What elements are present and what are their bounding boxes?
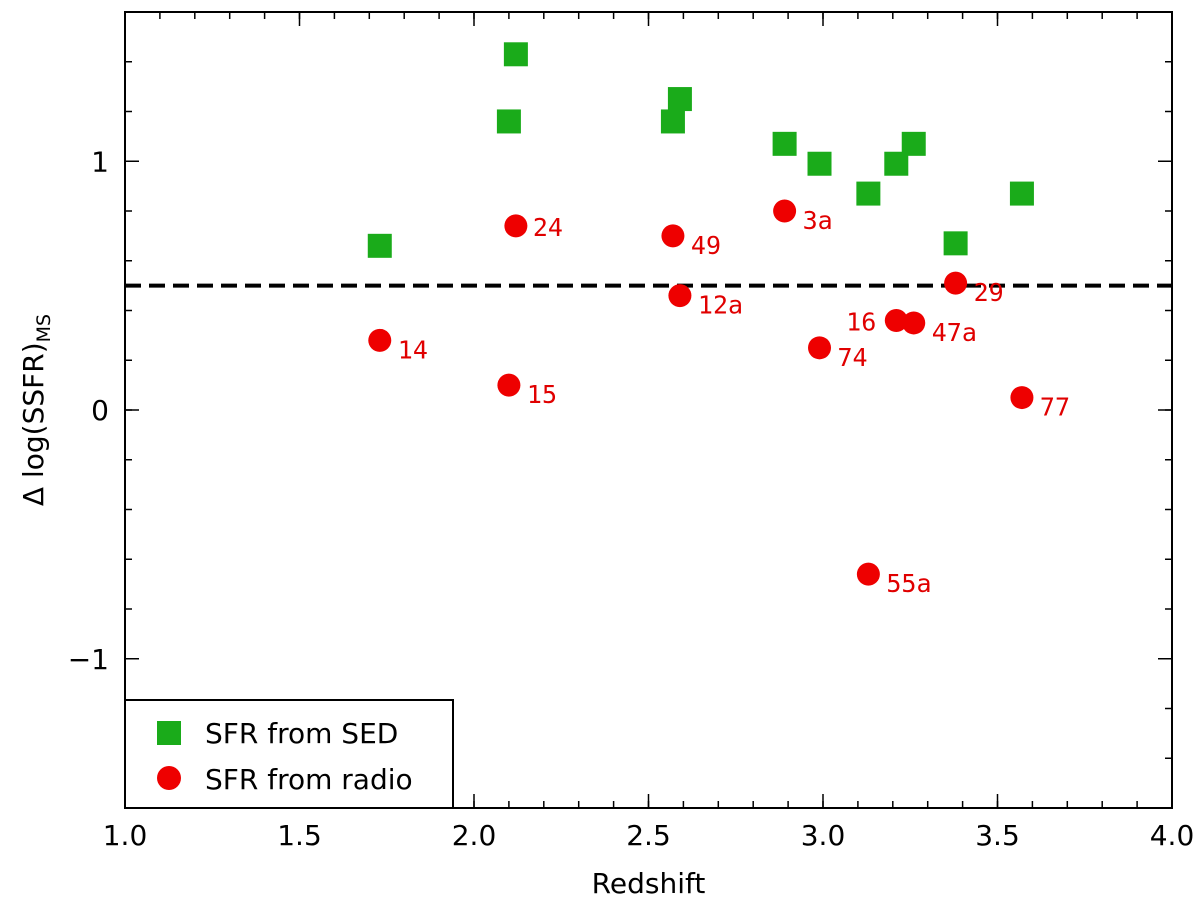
legend-radio-label: SFR from radio [205,763,413,796]
point-labels-layer: 14 15 24 49 12a 3a 74 55a 16 47a 29 77 [398,206,1070,598]
radio-point-label: 24 [533,213,563,242]
x-tick-label: 3.5 [975,819,1020,852]
tick-labels-layer: 1.0 1.5 2.0 2.5 3.0 3.5 4.0 −1 0 1 [68,145,1195,852]
legend-box [124,699,454,809]
x-axis-label: Redshift [592,867,706,900]
x-tick-label: 4.0 [1150,819,1195,852]
radio-point [497,373,521,397]
legend: SFR from SED SFR from radio [124,699,454,809]
sed-point [856,181,881,206]
x-tick-label: 2.5 [626,819,671,852]
radio-point [368,328,392,352]
y-tick-label: −1 [68,643,109,676]
sed-point [1009,181,1034,206]
sed-point [667,87,692,112]
radio-point [668,284,692,308]
radio-point-label: 3a [803,206,833,235]
sed-point [367,233,392,258]
radio-point-label: 16 [846,307,876,336]
legend-radio-marker [157,766,181,790]
y-axis-label-main: Δ log(SSFR) [17,342,50,506]
radio-point-label: 74 [838,343,868,372]
y-axis-label-sub: MS [33,314,55,342]
radio-point-label: 49 [691,231,721,260]
radio-point [773,199,797,223]
radio-point-label: 77 [1040,393,1070,422]
y-tick-label: 1 [91,145,109,178]
radio-point-label: 15 [527,380,557,409]
sed-point [807,151,832,176]
plot-frame [124,11,1173,809]
radio-point [856,562,880,586]
tick-layer [124,11,1173,809]
radio-point [504,214,528,238]
sed-point [503,42,528,67]
y-axis-label: Δ log(SSFR)MS [17,314,55,506]
x-tick-label: 1.5 [277,819,322,852]
radio-point [661,224,685,248]
sed-point [660,109,685,134]
radio-point [1010,386,1034,410]
radio-point-label: 55a [886,569,931,598]
radio-point [884,308,908,332]
radio-point [902,311,926,335]
x-tick-label: 2.0 [452,819,497,852]
x-tick-label: 1.0 [103,819,148,852]
points-layer [367,42,1034,586]
sed-point [943,231,968,256]
sed-point [772,131,797,156]
sed-point [496,109,521,134]
legend-sed-label: SFR from SED [205,717,398,750]
legend-sed-marker [157,721,181,745]
radio-point-label: 14 [398,335,428,364]
x-tick-label: 3.0 [801,819,846,852]
y-tick-label: 0 [91,394,109,427]
radio-point-label: 12a [698,291,743,320]
sed-point [901,131,926,156]
radio-point-label: 47a [932,318,977,347]
radio-point [944,271,968,295]
radio-point-label: 29 [974,278,1004,307]
radio-point [808,336,832,360]
